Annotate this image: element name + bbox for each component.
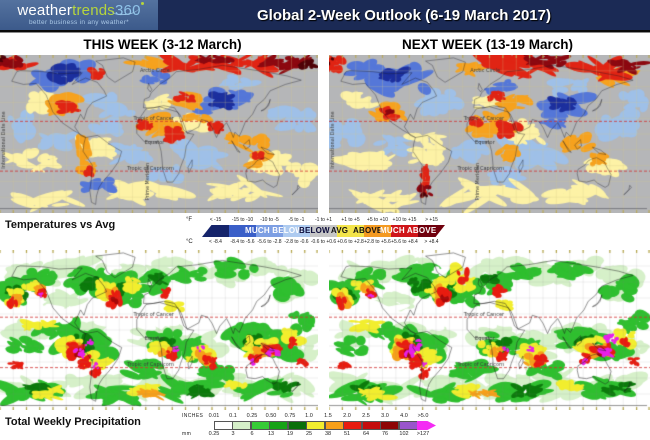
logo-tagline: better business in any weather* [29, 19, 129, 26]
precip-scale-label: 51 [343, 431, 351, 437]
precip-color-cell [269, 421, 288, 430]
temp-range-label: +10 to +15 [392, 217, 417, 223]
precip-color-cell [232, 421, 251, 430]
temp-range-label: -2.8 to -0.6 [284, 239, 309, 245]
temp-band-label: MUCH ABOVE [380, 226, 437, 235]
temp-color-cell [283, 225, 310, 237]
temp-color-cell [202, 225, 229, 237]
precip-scale-label: 38 [324, 431, 332, 437]
precipitation-scale: INCHES 0.01 0.1 0.25 0.50 0.75 1.0 1.5 2.0 2.5 3.0… [182, 413, 442, 438]
precip-scale-label: 4.0 [400, 413, 408, 419]
precip-scale-label: 6 [250, 431, 254, 437]
precip-scale-label: 0.50 [265, 413, 277, 419]
precip-scale-label: 102 [399, 431, 409, 437]
header-banner: weathertrends360 better business in any … [0, 0, 650, 30]
temp-color-cell [310, 225, 337, 237]
precip-color-cell [380, 421, 399, 430]
temp-range-label: -15 to -10 [231, 217, 254, 223]
temp-color-cell [391, 225, 418, 237]
precip-scale-label: 0.01 [208, 413, 220, 419]
temperature-maps-row [0, 55, 650, 213]
temp-range-label: < -15 [209, 217, 222, 223]
precip-scale-label: >127 [416, 431, 430, 437]
logo-word-trends: trends [72, 2, 115, 19]
temp-range-label: -5 to -1 [288, 217, 305, 223]
precip-scale-label: 2.0 [343, 413, 351, 419]
weathertrends360-logo: weathertrends360 better business in any … [0, 0, 158, 30]
precip-scale-label: 0.75 [284, 413, 296, 419]
temperature-color-bar: MUCH BELOW BELOW AVG ABOVE MUCH ABOVE [202, 225, 445, 237]
precip-scale-label: 3 [231, 431, 235, 437]
temperature-legend-label: Temperatures vs Avg [5, 219, 116, 231]
precip-scale-label: 76 [381, 431, 389, 437]
logo-dot [140, 2, 144, 5]
precip-color-cell [213, 421, 233, 430]
precip-color-cell [417, 421, 436, 430]
precip-scale-label: 1.5 [324, 413, 332, 419]
this-week-title: THIS WEEK (3-12 March) [83, 36, 242, 52]
temp-range-label: +5 to +10 [366, 217, 389, 223]
precip-color-cell [361, 421, 381, 430]
precip-color-cell [306, 421, 325, 430]
precip-color-cell [398, 421, 418, 430]
unit-celsius: °C [186, 239, 193, 245]
precip-scale-label: 25 [305, 431, 313, 437]
temp-band-label: ABOVE [353, 226, 383, 235]
precip-color-cell [343, 421, 362, 430]
temp-range-label: > +8.4 [424, 239, 439, 245]
unit-mm: mm [182, 431, 192, 437]
precip-scale-label: 0.25 [208, 431, 220, 437]
temperature-scale: °F < -15 -15 to -10 -10 to -5 -5 to -1 -1 to … [186, 216, 445, 246]
temp-color-cell [364, 225, 391, 237]
temp-range-label: -5.6 to -2.8 [257, 239, 282, 245]
logo-word-weather: weather [17, 2, 73, 19]
temp-range-label: +0.6 to +2.8 [337, 239, 364, 245]
temp-range-label: -8.4 to -5.6 [230, 239, 255, 245]
banner-divider [0, 30, 650, 33]
temperature-map-this-week [0, 55, 318, 213]
precip-scale-label: 64 [362, 431, 370, 437]
temperature-legend: Temperatures vs Avg °F < -15 -15 to -10 -10… [0, 213, 650, 250]
next-week-title: NEXT WEEK (13-19 March) [401, 36, 574, 52]
precipitation-color-bar [213, 421, 442, 430]
precipitation-map-this-week [0, 250, 318, 410]
precip-scale-label: 3.0 [381, 413, 389, 419]
precip-color-cell [250, 421, 270, 430]
page-title: Global 2-Week Outlook (6-19 March 2017) [257, 6, 551, 24]
logo-text: weathertrends360 [17, 2, 144, 19]
temp-band-label: MUCH BELOW [245, 226, 303, 235]
unit-fahrenheit: °F [186, 217, 193, 223]
unit-inches: INCHES [182, 413, 204, 419]
temperature-map-next-week [329, 55, 650, 213]
temp-color-cell [256, 225, 283, 237]
precipitation-maps-row [0, 250, 650, 410]
temp-range-label: < -8.4 [209, 239, 222, 245]
temp-range-label: +2.8 to +5.6 [364, 239, 391, 245]
precipitation-legend: Total Weekly Precipitation INCHES 0.01 0.1… [0, 410, 650, 440]
precip-scale-label: 2.5 [362, 413, 370, 419]
precipitation-map-next-week [329, 250, 650, 410]
temp-range-label: -1 to +1 [314, 217, 333, 223]
temp-band-label: AVG [330, 226, 349, 235]
temp-color-cell [229, 225, 256, 237]
precip-scale-label: >5.0 [417, 413, 429, 419]
precipitation-legend-label: Total Weekly Precipitation [5, 416, 141, 428]
temp-range-label: +5.6 to +8.4 [391, 239, 418, 245]
temp-range-label: +1 to +5 [341, 217, 360, 223]
temp-range-label: -10 to -5 [260, 217, 279, 223]
temp-range-label: > +15 [425, 217, 438, 223]
column-headers: THIS WEEK (3-12 March) NEXT WEEK (13-19 … [0, 33, 650, 55]
precip-color-cell [324, 421, 344, 430]
precip-scale-label: 19 [286, 431, 294, 437]
precip-scale-label: 0.1 [229, 413, 237, 419]
precip-scale-label: 0.25 [246, 413, 258, 419]
temp-range-label: -0.6 to +0.6 [310, 239, 337, 245]
precip-scale-label: 1.0 [305, 413, 313, 419]
precip-color-cell [287, 421, 307, 430]
logo-word-360: 360 [115, 2, 141, 19]
temp-color-cell [337, 225, 364, 237]
temp-band-label: BELOW [299, 226, 330, 235]
precip-scale-label: 13 [267, 431, 275, 437]
